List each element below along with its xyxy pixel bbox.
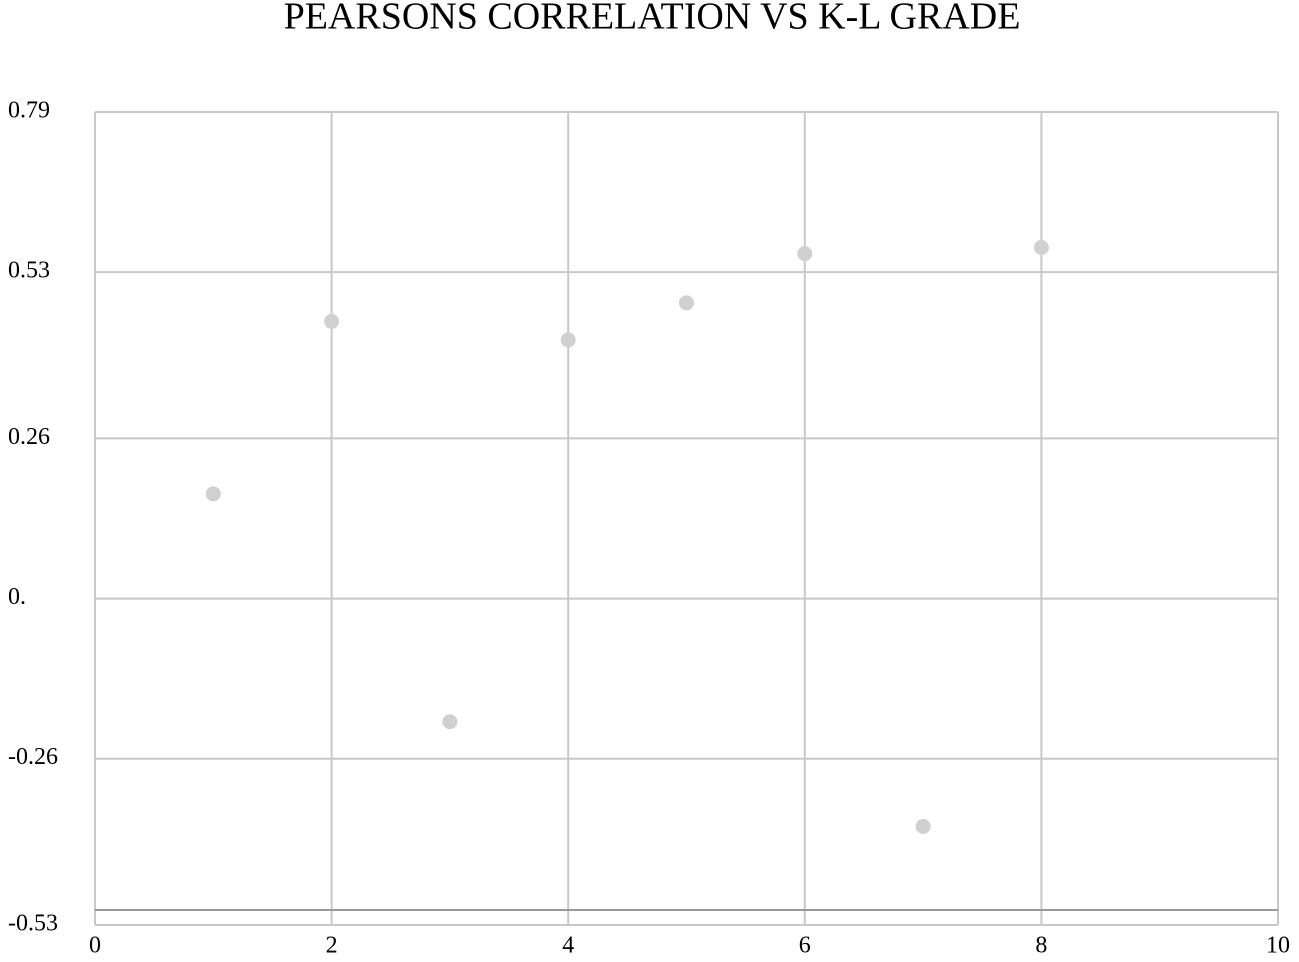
- y-tick-label: -0.53: [8, 911, 58, 937]
- x-tick-label: 6: [799, 933, 811, 959]
- x-tick-label: 4: [562, 933, 574, 959]
- chart-title: PEARSONS CORRELATION VS K-L GRADE: [284, 0, 1021, 38]
- point: [560, 332, 576, 348]
- x-tick-label: 8: [1035, 933, 1047, 959]
- point: [324, 313, 340, 329]
- point: [442, 714, 458, 730]
- y-tick-label: -0.26: [8, 744, 58, 770]
- point: [679, 295, 694, 311]
- point: [1033, 240, 1049, 255]
- x-tick-label: 2: [326, 933, 338, 959]
- y-tick-label: 0.53: [8, 258, 50, 284]
- point: [205, 486, 221, 502]
- x-tick-label: 0: [89, 933, 101, 959]
- point: [797, 246, 813, 262]
- x-tick-label: 10: [1266, 933, 1290, 959]
- y-tick-label: 0.: [8, 584, 26, 610]
- y-tick-label: 0.26: [8, 424, 50, 450]
- point: [915, 818, 931, 834]
- y-tick-label: 0.79: [8, 98, 50, 124]
